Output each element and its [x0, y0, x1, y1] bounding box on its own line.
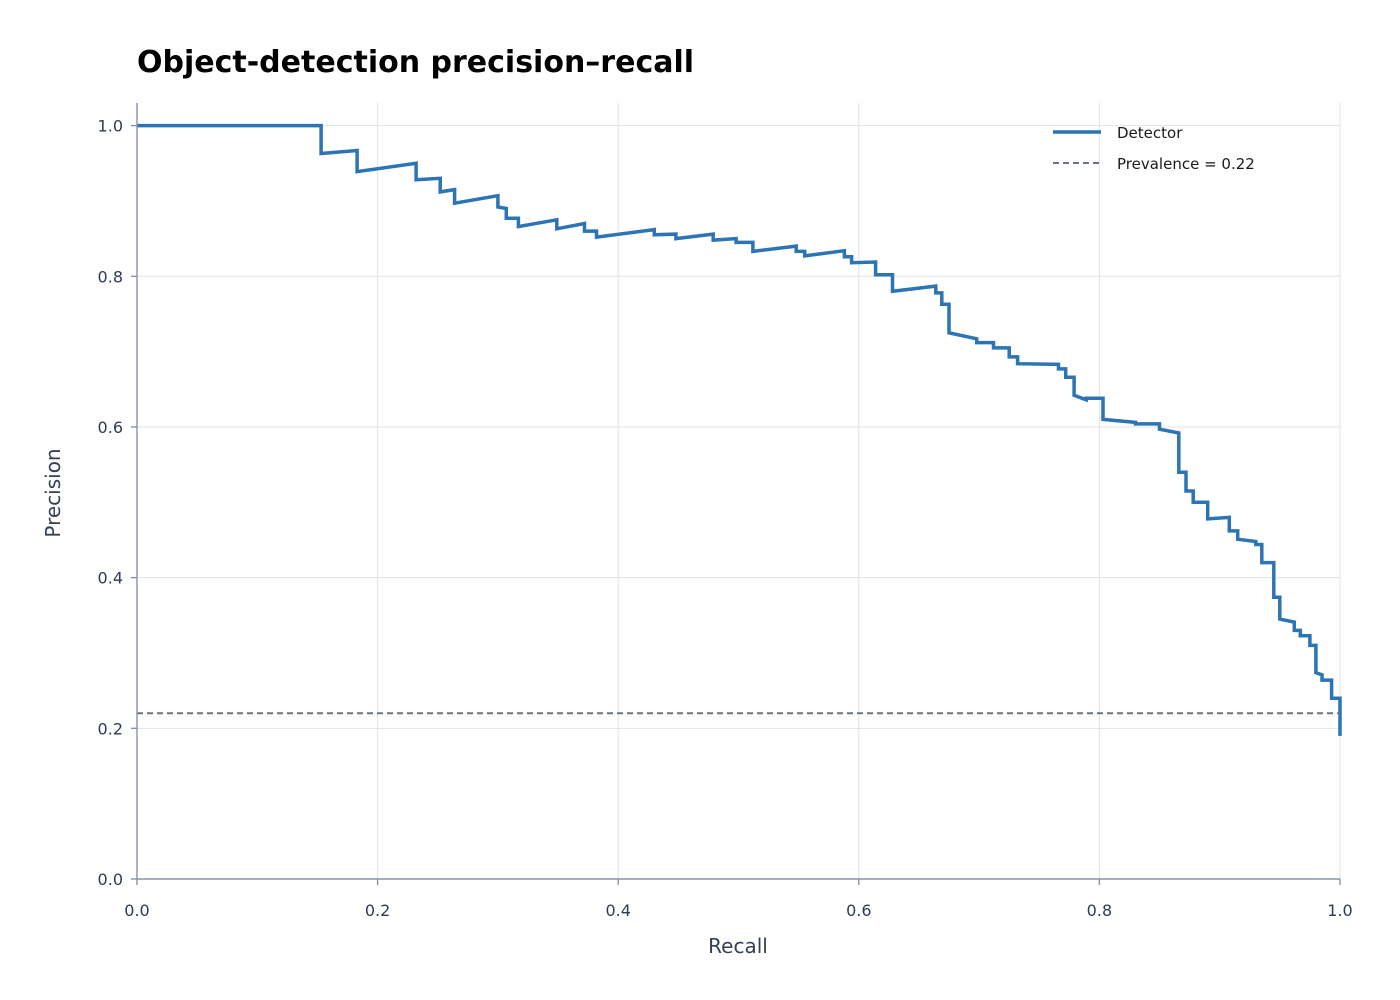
detector-pr-curve — [137, 123, 1342, 736]
legend: Detector Prevalence = 0.22 — [1053, 124, 1255, 173]
legend-label-detector: Detector — [1117, 124, 1183, 142]
chart-title: Object-detection precision–recall — [137, 45, 694, 80]
x-axis-label: Recall — [708, 934, 768, 958]
legend-label-prevalence: Prevalence = 0.22 — [1117, 155, 1255, 173]
y-tick-label: 0.4 — [98, 569, 123, 588]
x-tick-label: 0.2 — [365, 901, 390, 920]
y-tick-label: 1.0 — [98, 117, 123, 136]
y-tick-label: 0.2 — [98, 719, 123, 738]
y-tick-label: 0.0 — [98, 870, 123, 889]
x-tick-label: 0.8 — [1087, 901, 1112, 920]
axes — [136, 103, 1340, 880]
y-tick-label: 0.6 — [98, 418, 123, 437]
ticks: 0.0 0.2 0.4 0.6 0.8 1.0 0.0 0.2 0.4 0.6 0.8 1.0 — [98, 117, 1353, 920]
series-layer — [137, 123, 1342, 736]
x-tick-label: 0.0 — [124, 901, 149, 920]
grid — [136, 103, 1341, 880]
x-tick-label: 1.0 — [1327, 901, 1352, 920]
x-tick-label: 0.4 — [605, 901, 630, 920]
x-tick-label: 0.6 — [846, 901, 871, 920]
y-axis-label: Precision — [41, 448, 65, 537]
y-tick-label: 0.8 — [98, 267, 123, 286]
